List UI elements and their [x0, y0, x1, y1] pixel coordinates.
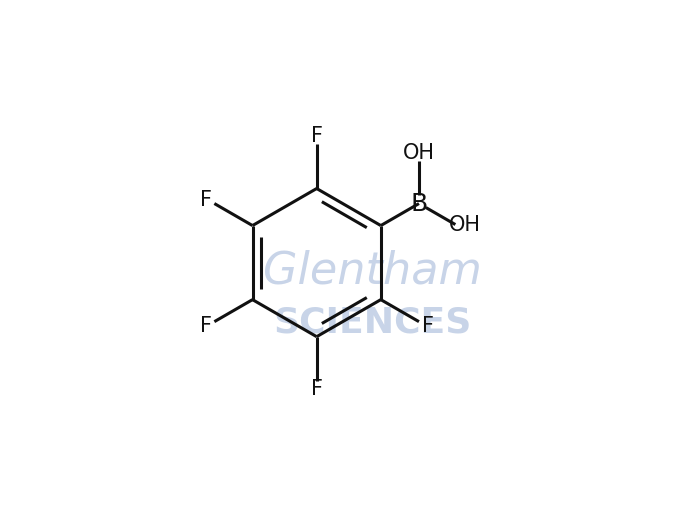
Text: F: F: [310, 379, 323, 399]
Text: B: B: [411, 191, 427, 216]
Text: F: F: [310, 126, 323, 147]
Text: Glentham: Glentham: [263, 249, 482, 292]
Text: OH: OH: [403, 142, 435, 163]
Text: OH: OH: [450, 215, 482, 235]
Text: F: F: [422, 316, 434, 336]
Text: F: F: [200, 316, 212, 336]
Text: SCIENCES: SCIENCES: [274, 306, 472, 340]
Text: F: F: [200, 189, 212, 210]
